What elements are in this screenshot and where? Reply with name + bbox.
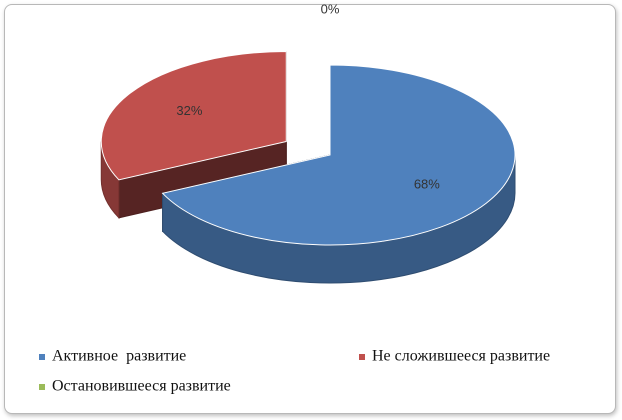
slice <box>161 64 516 246</box>
legend-marker <box>39 354 45 360</box>
legend-label: Не сложившееся развитие <box>372 348 550 365</box>
data-label: 32% <box>176 103 202 118</box>
slice <box>100 50 287 181</box>
legend-label: Остановившееся развитие <box>52 378 231 395</box>
data-label: 68% <box>414 176 440 191</box>
legend-label: Активное развитие <box>52 348 186 365</box>
data-label: 0% <box>321 1 340 16</box>
legend-marker <box>359 354 365 360</box>
legend-marker <box>39 384 45 390</box>
